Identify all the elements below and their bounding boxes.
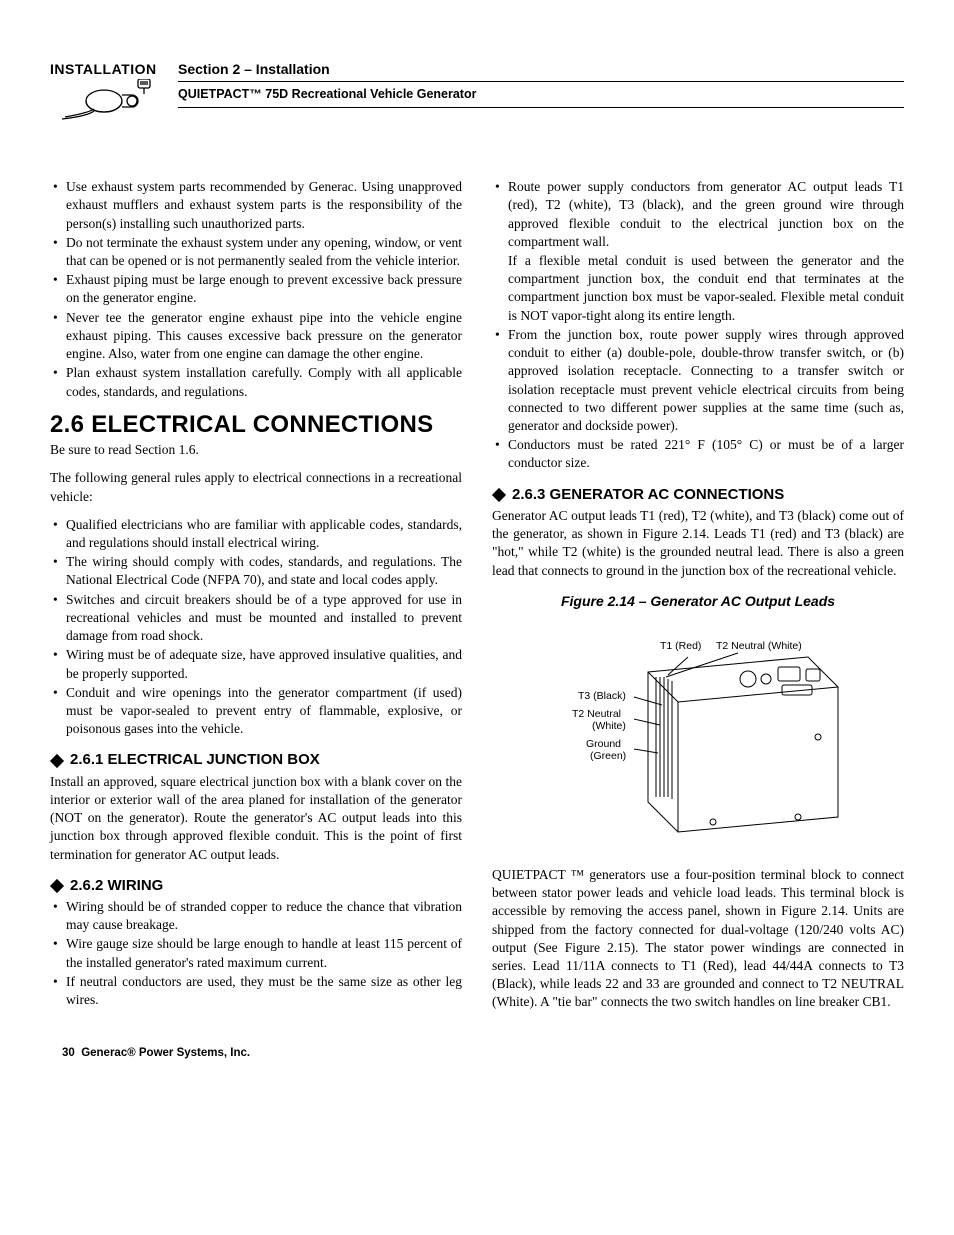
list-item: If neutral conductors are used, they mus… [50, 973, 462, 1009]
logo-text: INSTALLATION [50, 60, 160, 79]
left-column: Use exhaust system parts recommended by … [50, 178, 462, 1019]
para-263: Generator AC output leads T1 (red), T2 (… [492, 507, 904, 580]
list-item: Wiring should be of stranded copper to r… [50, 898, 462, 934]
wiring-cont-bullets: Route power supply conductors from gener… [492, 178, 904, 251]
wiring-bullets: Wiring should be of stranded copper to r… [50, 898, 462, 1009]
list-item: Conductors must be rated 221° F (105° C)… [492, 436, 904, 472]
label-t2-left-1: T2 Neutral [572, 708, 621, 720]
heading-note: Be sure to read Section 1.6. [50, 441, 462, 459]
content-columns: Use exhaust system parts recommended by … [50, 178, 904, 1019]
para-261: Install an approved, square electrical j… [50, 773, 462, 864]
wiring-cont-bullets-2: From the junction box, route power suppl… [492, 326, 904, 473]
list-item: Do not terminate the exhaust system unde… [50, 234, 462, 270]
list-item: Use exhaust system parts recommended by … [50, 178, 462, 233]
list-item: Conduit and wire openings into the gener… [50, 684, 462, 739]
heading-2-6: 2.6 ELECTRICAL CONNECTIONS [50, 409, 462, 441]
list-item: Qualified electricians who are familiar … [50, 516, 462, 552]
figure-caption: Figure 2.14 – Generator AC Output Leads [492, 592, 904, 611]
flow-para: If a flexible metal conduit is used betw… [492, 252, 904, 325]
list-item: Route power supply conductors from gener… [492, 178, 904, 251]
label-t2-top: T2 Neutral (White) [716, 640, 802, 652]
label-t2-left-2: (White) [592, 720, 626, 732]
page-number: 30 [62, 1047, 75, 1059]
section-title: Section 2 – Installation [178, 60, 904, 82]
exhaust-bullets: Use exhaust system parts recommended by … [50, 178, 462, 401]
list-item: Wire gauge size should be large enough t… [50, 935, 462, 971]
list-item: Plan exhaust system installation careful… [50, 364, 462, 400]
figure-2-14: T1 (Red) T2 Neutral (White) T3 (Black) T… [538, 617, 858, 852]
page-footer: 30 Generac® Power Systems, Inc. [50, 1046, 904, 1062]
heading-text: 2.6.3 GENERATOR AC CONNECTIONS [512, 485, 784, 505]
installation-logo: INSTALLATION [50, 60, 160, 128]
generator-diagram: T1 (Red) T2 Neutral (White) T3 (Black) T… [538, 617, 858, 847]
generator-icon [50, 79, 160, 123]
label-t1: T1 (Red) [660, 640, 701, 652]
general-rules-bullets: Qualified electricians who are familiar … [50, 516, 462, 739]
heading-text: 2.6.1 ELECTRICAL JUNCTION BOX [70, 750, 320, 770]
product-line: QUIETPACT™ 75D Recreational Vehicle Gene… [178, 86, 904, 108]
list-item: Exhaust piping must be large enough to p… [50, 271, 462, 307]
list-item: From the junction box, route power suppl… [492, 326, 904, 435]
diamond-icon [492, 488, 506, 502]
heading-2-6-3: 2.6.3 GENERATOR AC CONNECTIONS [492, 485, 904, 505]
label-ground-2: (Green) [590, 750, 626, 762]
heading-text: 2.6.2 WIRING [70, 876, 163, 896]
list-item: Wiring must be of adequate size, have ap… [50, 646, 462, 682]
header-lines: Section 2 – Installation QUIETPACT™ 75D … [178, 60, 904, 108]
right-column: Route power supply conductors from gener… [492, 178, 904, 1019]
intro-para: The following general rules apply to ele… [50, 469, 462, 505]
heading-2-6-1: 2.6.1 ELECTRICAL JUNCTION BOX [50, 750, 462, 770]
page-header: INSTALLATION Section 2 – Installation QU… [50, 60, 904, 128]
diamond-icon [50, 753, 64, 767]
list-item: The wiring should comply with codes, sta… [50, 553, 462, 589]
company-name: Generac® Power Systems, Inc. [81, 1047, 250, 1059]
heading-2-6-2: 2.6.2 WIRING [50, 876, 462, 896]
label-t3: T3 (Black) [578, 690, 626, 702]
list-item: Never tee the generator engine exhaust p… [50, 309, 462, 364]
list-item: Switches and circuit breakers should be … [50, 591, 462, 646]
para-bottom: QUIETPACT ™ generators use a four-positi… [492, 866, 904, 1012]
diamond-icon [50, 879, 64, 893]
label-ground-1: Ground [586, 738, 621, 750]
